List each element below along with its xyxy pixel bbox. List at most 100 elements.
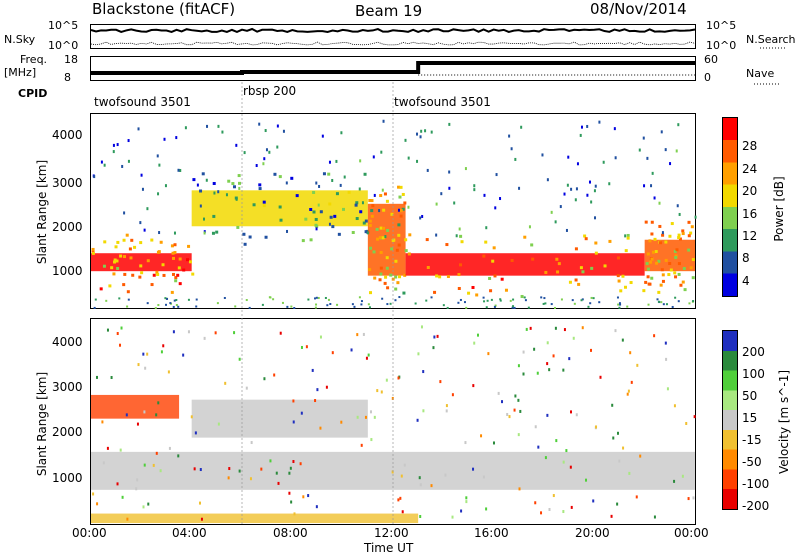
power-cell (174, 279, 178, 283)
power-cell (394, 259, 398, 263)
freq-left-tick-top: 18 (64, 53, 78, 66)
power-cell (238, 186, 241, 190)
power-cell (678, 212, 681, 216)
power-cell (314, 306, 317, 309)
power-cell (464, 167, 467, 171)
power-cell (616, 274, 620, 278)
velocity-cell (147, 502, 150, 506)
power-cell (129, 256, 133, 260)
power-cell (235, 197, 238, 201)
power-cell (327, 172, 331, 176)
power-cell (172, 305, 175, 308)
power-cell (453, 201, 456, 205)
power-cell (343, 175, 346, 179)
power-cell (363, 172, 367, 176)
velocity-cell (552, 354, 555, 358)
power-cell (116, 143, 119, 147)
velocity-cell (305, 345, 308, 349)
velocity-cell (300, 411, 303, 415)
power-cell (651, 171, 654, 175)
power-cell (212, 181, 216, 185)
power-cell (113, 258, 117, 262)
velocity-cell (160, 350, 163, 354)
power-cell (690, 225, 694, 229)
velocity-cell (403, 463, 406, 467)
power-cell (258, 122, 261, 126)
power-cell (159, 240, 163, 244)
velocity-cell (419, 514, 422, 518)
power-cell (590, 266, 594, 270)
power-cell (493, 305, 496, 308)
power-cell (321, 134, 324, 138)
power-cell (403, 273, 407, 277)
power-cell (237, 174, 241, 178)
power-cell (309, 207, 313, 211)
power-cell (603, 264, 607, 268)
power-cell (619, 289, 623, 293)
power-cell (196, 183, 199, 187)
power-cell (425, 299, 428, 302)
power-cell (398, 195, 402, 199)
velocity-cell (362, 332, 365, 336)
velocity-cell (568, 357, 571, 361)
velocity-cell (552, 494, 555, 498)
velocity-cell (190, 415, 193, 419)
power-cell (139, 221, 142, 225)
power-cell (397, 185, 401, 189)
power-cell (312, 210, 316, 214)
power-cell (493, 274, 497, 278)
power-cell (103, 163, 106, 167)
power-cell (687, 220, 691, 224)
power-cell (657, 300, 660, 303)
velocity-cell (187, 330, 190, 334)
power-cell (187, 244, 191, 248)
velocity-cell (365, 356, 368, 360)
power-cell (673, 271, 677, 275)
power-cell (232, 185, 236, 189)
noise-right-tick-bottom: 10^0 (706, 39, 737, 52)
power-cell (238, 181, 242, 185)
power-cell (648, 239, 652, 243)
power-cell (203, 217, 206, 221)
power-cell (174, 276, 178, 280)
power-cell (626, 233, 630, 237)
power-cell (646, 275, 650, 279)
power-cell (438, 275, 442, 279)
power-cell (688, 302, 691, 305)
power-cell (170, 290, 174, 294)
velocity-cb-tick: -100 (742, 477, 770, 491)
power-cell (520, 294, 524, 298)
power-cell (398, 296, 401, 299)
velocity-cell (548, 507, 551, 511)
power-cell (574, 198, 577, 202)
velocity-cell (665, 357, 668, 361)
velocity-cell (373, 415, 376, 419)
power-cell (94, 298, 97, 301)
power-cell (140, 271, 144, 275)
velocity-cell (152, 463, 155, 467)
power-cell (460, 240, 464, 244)
power-cell (404, 249, 408, 253)
power-cell (281, 301, 284, 304)
power-cell (494, 304, 497, 307)
power-cell (661, 231, 664, 235)
velocity-ytick: 1000 (52, 471, 83, 485)
power-cell (386, 286, 390, 290)
power-cell (331, 178, 334, 182)
power-cell (658, 201, 661, 205)
velocity-cell (525, 327, 528, 331)
velocity-cell (548, 368, 551, 372)
power-cell (225, 193, 228, 197)
power-cell (112, 272, 116, 276)
power-cell (662, 303, 665, 306)
xtick: 12:00 (374, 526, 409, 540)
power-cell (648, 260, 652, 264)
power-cell (430, 130, 433, 134)
power-cell (475, 293, 479, 297)
power-cell (421, 214, 424, 218)
velocity-cell (565, 449, 568, 453)
power-cell (212, 214, 216, 218)
power-cell (594, 216, 597, 220)
power-cell (278, 205, 282, 209)
power-cell (583, 234, 587, 238)
